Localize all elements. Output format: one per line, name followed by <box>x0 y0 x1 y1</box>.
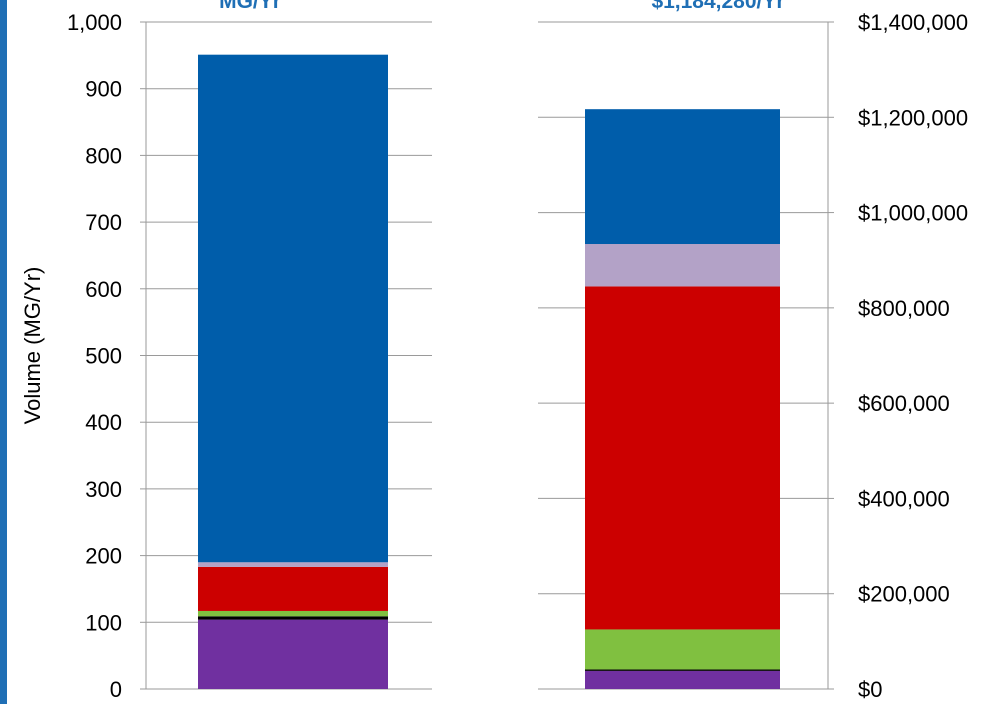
bar-segment <box>198 566 388 611</box>
y-tick-label: 300 <box>85 477 122 502</box>
bar-segment <box>198 562 388 567</box>
bar-segment <box>198 616 388 620</box>
y-tick-label: $400,000 <box>858 486 950 511</box>
y-tick-label: $1,000,000 <box>858 201 968 226</box>
y-tick-label: $800,000 <box>858 296 950 321</box>
y-tick-label: $200,000 <box>858 582 950 607</box>
y-tick-label: $1,200,000 <box>858 105 968 130</box>
bar-segment <box>198 619 388 689</box>
y-tick-label: 1,000 <box>67 10 122 35</box>
y-tick-label: 100 <box>85 610 122 635</box>
y-tick-label: $0 <box>858 677 882 702</box>
y-tick-label: 400 <box>85 410 122 435</box>
bar-segment <box>585 244 780 287</box>
y-axis-label: Volume (MG/Yr) <box>20 267 45 425</box>
y-tick-label: 0 <box>110 677 122 702</box>
chart-title: $1,184,280/Yr <box>651 0 784 13</box>
bar-segment <box>585 286 780 630</box>
bar-segment <box>585 670 780 689</box>
y-tick-label: 700 <box>85 210 122 235</box>
bar-segment <box>585 109 780 245</box>
y-tick-label: $1,400,000 <box>858 10 968 35</box>
y-tick-label: 900 <box>85 77 122 102</box>
y-tick-label: $600,000 <box>858 391 950 416</box>
bar-segment <box>585 669 780 671</box>
y-tick-label: 800 <box>85 143 122 168</box>
y-tick-label: 600 <box>85 277 122 302</box>
bar-segment <box>198 54 388 563</box>
chart-title: MG/Yr <box>219 0 281 13</box>
y-tick-label: 200 <box>85 544 122 569</box>
y-tick-label: 500 <box>85 344 122 369</box>
bar-segment <box>585 629 780 670</box>
bar-segment <box>198 610 388 617</box>
left-border <box>0 0 7 704</box>
